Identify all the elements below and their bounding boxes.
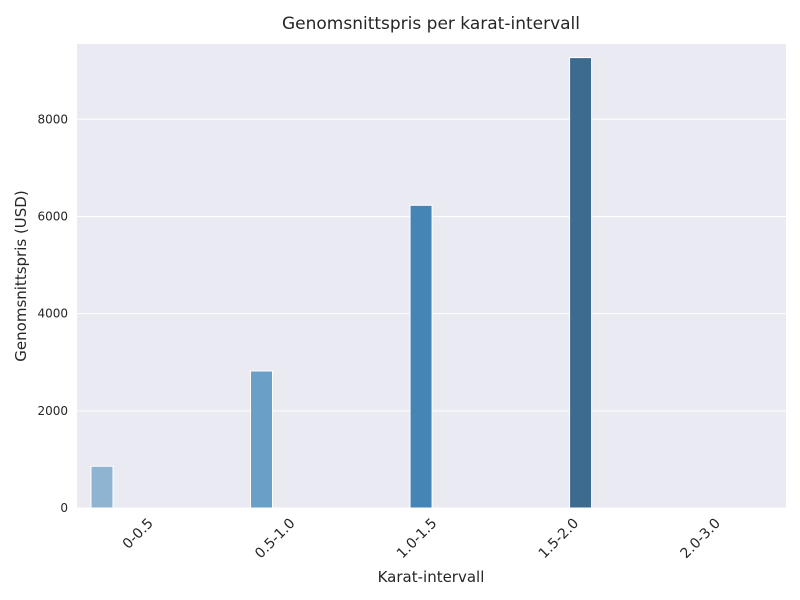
x-tick-label: 0.5-1.0 xyxy=(252,516,298,562)
x-axis-label: Karat-intervall xyxy=(378,568,485,586)
y-tick-labels: 0 2000 4000 6000 8000 xyxy=(37,112,68,515)
bars xyxy=(90,57,593,509)
y-tick-label: 8000 xyxy=(37,112,68,126)
x-tick-labels: 0-0.5 0.5-1.0 1.0-1.5 1.5-2.0 2.0-3.0 xyxy=(120,516,724,562)
x-tick-label: 1.5-2.0 xyxy=(536,516,582,562)
x-tick-label: 2.0-3.0 xyxy=(678,516,724,562)
bar-0-0.5 xyxy=(90,465,114,509)
y-tick-label: 0 xyxy=(60,501,68,515)
y-tick-label: 6000 xyxy=(37,209,68,223)
y-tick-label: 4000 xyxy=(37,307,68,321)
x-tick-label: 1.0-1.5 xyxy=(394,516,440,562)
bar-1.5-2.0 xyxy=(569,57,593,509)
bar-0.5-1.0 xyxy=(250,370,274,509)
y-axis-label: Genomsnittspris (USD) xyxy=(12,190,30,361)
y-tick-label: 2000 xyxy=(37,404,68,418)
x-tick-label: 0-0.5 xyxy=(120,516,157,553)
bar-1.0-1.5 xyxy=(409,204,433,509)
chart-title: Genomsnittspris per karat-intervall xyxy=(282,14,580,34)
